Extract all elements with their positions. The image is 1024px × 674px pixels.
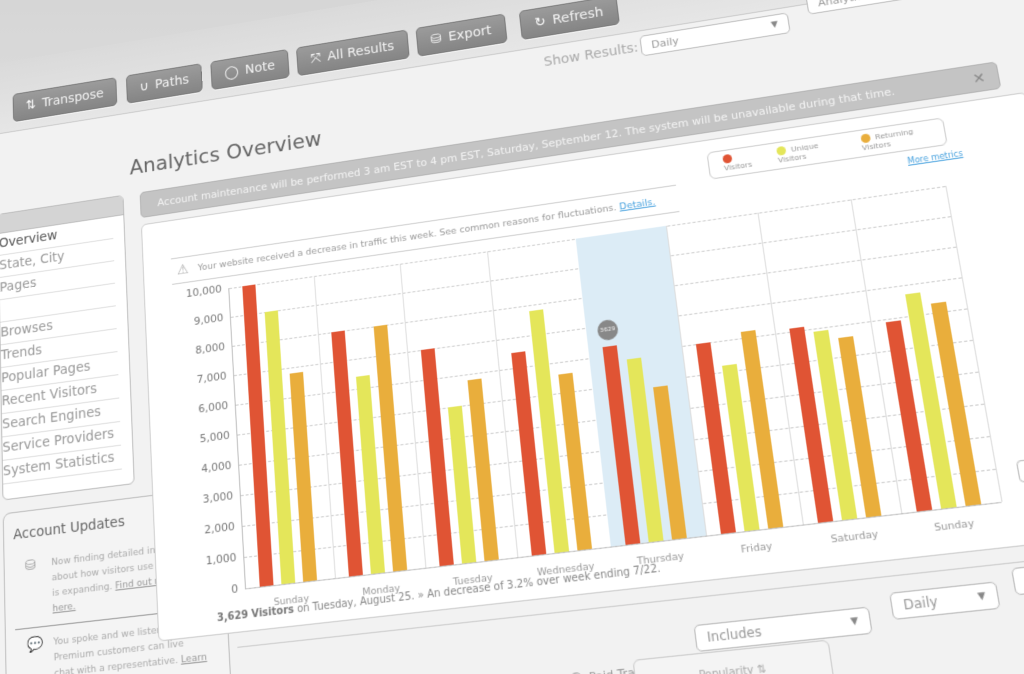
y-axis-tick: 2,000 <box>203 519 236 537</box>
analytics-help-search[interactable]: Analytics Help 🔍 <box>805 0 962 15</box>
expand-icon: ⤧ <box>310 50 322 67</box>
x-axis-label: Sunday <box>933 517 976 535</box>
y-axis-tick: 8,000 <box>195 340 226 357</box>
sort-icon: ⇅ <box>756 663 768 674</box>
y-axis-tick: 3,000 <box>202 489 234 506</box>
show-results-label: Show Results: <box>543 40 640 70</box>
y-axis-tick: 9,000 <box>193 311 224 328</box>
legend-item-unique-visitors: Unique Visitors <box>776 140 819 165</box>
legend-item-visitors: Visitors <box>722 149 766 173</box>
note-button[interactable]: ◯ Note <box>210 49 290 91</box>
y-axis-tick: 4,000 <box>200 458 232 476</box>
details-link[interactable]: Details. <box>618 196 657 213</box>
database-icon: ⛁ <box>430 31 443 48</box>
transpose-button[interactable]: ⇅ Transpose <box>12 77 118 123</box>
more-metrics-link[interactable]: More metrics <box>906 148 964 166</box>
chevron-down-icon: ▼ <box>976 590 987 603</box>
warning-icon: ⚠ <box>176 261 189 279</box>
y-axis-tick: 6,000 <box>197 398 229 416</box>
chat-icon: 💬 <box>26 635 44 655</box>
database-icon: ⛁ <box>24 556 37 575</box>
legend-item-returning-visitors: Returning Visitors <box>859 126 914 153</box>
all-results-button[interactable]: ⤧ All Results <box>295 29 410 77</box>
y-axis-tick: 5,000 <box>199 428 231 446</box>
x-axis-label: Friday <box>740 540 774 556</box>
y-axis-tick: 0 <box>230 581 239 597</box>
note-icon: ◯ <box>224 64 240 81</box>
refresh-button[interactable]: ↻ Refresh <box>518 0 620 41</box>
refresh-icon: ↻ <box>533 14 547 31</box>
back-button[interactable]: ◂ Back <box>1015 453 1024 483</box>
x-axis-label: Saturday <box>830 528 880 546</box>
transpose-icon: ⇅ <box>25 97 37 114</box>
close-icon[interactable]: ✕ <box>971 70 987 88</box>
paths-icon: ∪ <box>139 78 150 95</box>
y-axis-tick: 10,000 <box>185 282 223 301</box>
export-button[interactable]: ⛁ Export <box>415 13 508 57</box>
chevron-down-icon: ▼ <box>849 615 860 628</box>
chevron-down-icon: ▼ <box>770 19 779 31</box>
y-axis-tick: 1,000 <box>205 550 237 568</box>
sidebar-nav: Overview State, City Pages Browses Trend… <box>0 194 135 501</box>
y-axis-tick: 7,000 <box>196 369 227 387</box>
paths-button[interactable]: ∪ Paths <box>125 63 204 104</box>
